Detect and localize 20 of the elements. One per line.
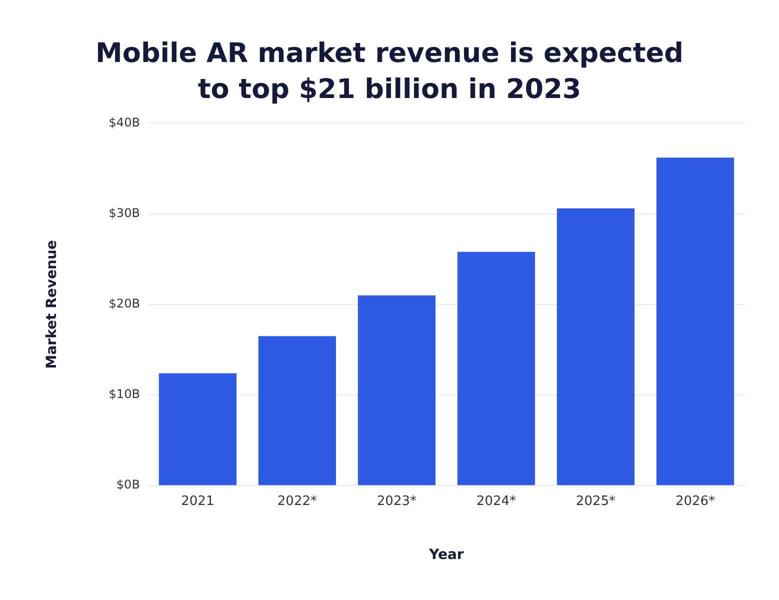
y-tick-label: $30B	[108, 206, 140, 220]
bar	[358, 295, 436, 486]
y-tick-label: $10B	[108, 387, 140, 402]
bar	[656, 158, 734, 486]
x-tick-label: 2021	[181, 494, 214, 509]
bar	[556, 208, 635, 486]
x-tick-label: 2023*	[376, 494, 417, 509]
x-tick-label: 2025*	[576, 494, 616, 509]
x-tick-label: 2022*	[277, 494, 318, 509]
bar	[158, 373, 236, 486]
bar	[457, 252, 536, 486]
y-tick-label: $20B	[108, 296, 140, 311]
y-axis-title: Market Revenue	[44, 240, 60, 369]
bar	[258, 336, 336, 486]
y-tick-label: $40B	[108, 115, 140, 130]
chart-title: Mobile AR market revenue is expected to top $21 billion in 2023	[94, 37, 684, 107]
y-tick-label: $0B	[116, 478, 140, 492]
x-tick-label: 2024*	[476, 494, 517, 509]
x-axis-title: Year	[428, 547, 464, 564]
x-tick-label: 2026*	[675, 494, 716, 509]
